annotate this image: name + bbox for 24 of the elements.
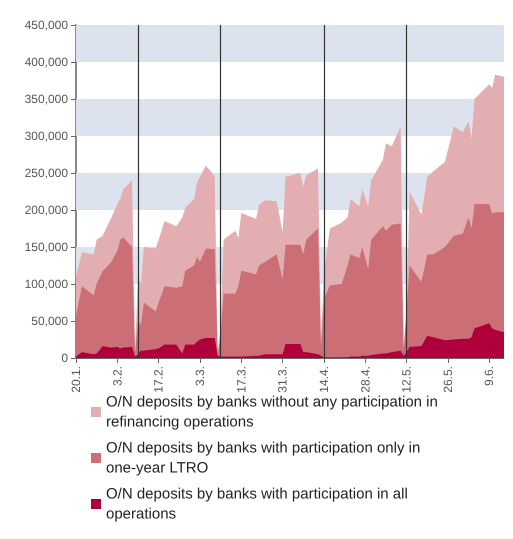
- x-tick-label: 12.5.: [400, 366, 414, 393]
- y-tick-label: 400,000: [24, 55, 68, 69]
- y-tick-label: 300,000: [24, 129, 68, 143]
- x-tick-label: 28.4.: [358, 366, 372, 393]
- y-tick-label: 200,000: [24, 203, 68, 217]
- x-tick-label: 17.2.: [152, 366, 166, 393]
- x-tick-label: 17.3.: [234, 366, 248, 393]
- y-tick-label: 50,000: [31, 314, 68, 328]
- y-tick-label: 250,000: [24, 166, 68, 180]
- legend-label: O/N deposits by banks without any participation in refinancing operations: [106, 394, 442, 430]
- x-tick-label: 3.2.: [110, 366, 124, 386]
- x-tick-label: 26.5.: [440, 366, 455, 393]
- y-tick-label: 350,000: [24, 92, 68, 106]
- x-tick-label: 31.3.: [276, 366, 290, 393]
- x-tick-label: 3.3.: [192, 366, 207, 386]
- x-tick-label: 20.1.: [69, 366, 83, 393]
- x-tick-label: 9.6.: [482, 366, 496, 386]
- legend-label: O/N deposits by banks with participation in all operations: [106, 486, 412, 522]
- x-tick-label: 14.4.: [316, 366, 331, 393]
- y-tick-label: 450,000: [24, 18, 68, 32]
- y-tick-label: 100,000: [24, 277, 68, 291]
- legend-label: O/N deposits by banks with participation only in one-year LTRO: [106, 440, 424, 476]
- y-tick-label: 150,000: [24, 240, 68, 254]
- y-tick-label: 0: [61, 351, 68, 365]
